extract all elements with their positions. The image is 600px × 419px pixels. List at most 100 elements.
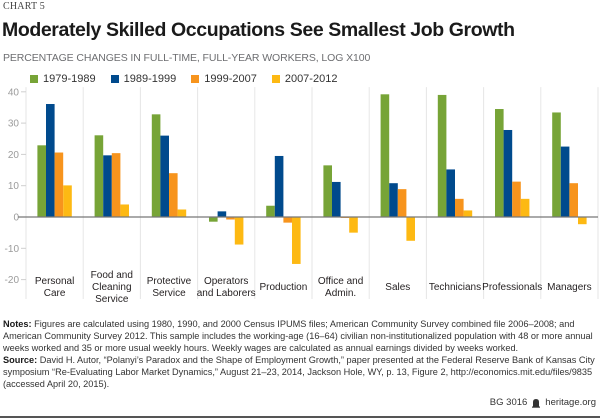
- notes: Notes: Figures are calculated using 1980…: [3, 318, 597, 354]
- y-tick-label: 10: [8, 181, 20, 192]
- bar-1999-2007: [512, 181, 521, 217]
- bar-1989-1999: [560, 146, 570, 217]
- bar-1999-2007: [397, 189, 407, 217]
- x-category-label-line: Professionals: [482, 282, 542, 293]
- x-category-label-line: Service: [95, 294, 129, 305]
- bar-1989-1999: [446, 169, 455, 217]
- notes-label: Notes:: [3, 319, 32, 329]
- x-category-label-line: Admin.: [325, 288, 356, 299]
- report-id: BG 3016: [489, 397, 528, 408]
- bar-2007-2012: [463, 210, 473, 217]
- bar-1999-2007: [455, 198, 464, 217]
- x-category-label-line: Managers: [547, 282, 591, 293]
- chart-title: Moderately Skilled Occupations See Small…: [2, 19, 515, 41]
- bar-1989-1999: [503, 129, 513, 217]
- x-category-label-line: Production: [259, 282, 307, 293]
- legend-item-1999-2007: 1999-2007: [191, 73, 257, 85]
- bar-1999-2007: [169, 173, 178, 217]
- x-category-label-line: Cleaning: [92, 282, 131, 293]
- bar-1979-1989: [266, 205, 275, 217]
- bar-1979-1989: [552, 112, 561, 217]
- x-category-label-line: Technicians: [429, 282, 481, 293]
- bar-1979-1989: [151, 114, 161, 217]
- bar-1989-1999: [389, 183, 398, 217]
- bar-2007-2012: [177, 209, 187, 217]
- bar-2007-2012: [120, 204, 129, 217]
- source-text: David H. Autor, “Polanyi’s Paradox and t…: [3, 355, 595, 389]
- bar-1979-1989: [94, 135, 104, 217]
- x-category-label-line: Sales: [385, 282, 410, 293]
- y-tick-label: 30: [8, 119, 20, 130]
- bar-2007-2012: [234, 217, 244, 245]
- chart-label: CHART 5: [3, 1, 46, 12]
- y-tick-label: 20: [8, 150, 20, 161]
- bar-1999-2007: [226, 217, 235, 220]
- bar-1999-2007: [569, 183, 578, 217]
- bar-1989-1999: [46, 104, 55, 217]
- bar-1979-1989: [323, 165, 332, 217]
- x-category-label: Sales: [385, 282, 410, 293]
- bar-1979-1989: [495, 109, 504, 217]
- x-category-label: Technicians: [429, 282, 481, 293]
- x-category-label: Professionals: [482, 282, 542, 293]
- bar-2007-2012: [349, 217, 358, 233]
- legend-item-1979-1989: 1979-1989: [30, 73, 96, 85]
- bar-1999-2007: [54, 152, 64, 217]
- bar-1989-1999: [103, 155, 112, 217]
- source: Source: David H. Autor, “Polanyi’s Parad…: [3, 354, 597, 390]
- bar-2007-2012: [292, 217, 301, 264]
- x-category-label-line: Office and: [318, 276, 363, 287]
- source-label: Source:: [3, 355, 38, 365]
- bar-2007-2012: [578, 217, 587, 225]
- legend-swatch: [30, 75, 38, 83]
- bar-2007-2012: [406, 217, 415, 241]
- bar-chart: 40 30 20 10 0 -10 -20 Personal Care Food and Clean…: [5, 87, 599, 305]
- x-category-label: Office and Admin.: [318, 276, 363, 299]
- x-category-label: Food and Cleaning Service: [91, 270, 133, 305]
- legend-label: 2007-2012: [284, 73, 338, 85]
- bar-2007-2012: [520, 198, 530, 217]
- bar-1979-1989: [37, 145, 46, 217]
- footer: BG 3016 heritage.org: [490, 397, 596, 408]
- bar-1979-1989: [209, 217, 218, 222]
- legend-label: 1999-2007: [204, 73, 257, 85]
- bottom-rule: [0, 416, 600, 418]
- legend-label: 1979-1989: [43, 73, 96, 85]
- legend-item-2007-2012: 2007-2012: [271, 73, 338, 85]
- bar-1979-1989: [380, 94, 390, 217]
- x-category-label: Protective Service: [147, 276, 192, 299]
- x-category-label: Operators and Laborers: [197, 276, 256, 299]
- bar-1989-1999: [160, 135, 169, 217]
- x-category-label: Managers: [547, 282, 591, 293]
- notes-text: Figures are calculated using 1980, 1990,…: [3, 319, 593, 353]
- liberty-bell-icon: [532, 398, 541, 408]
- legend-swatch: [110, 75, 119, 83]
- x-category-label-line: Care: [44, 288, 66, 299]
- x-category-label: Personal Care: [35, 276, 74, 299]
- bar-1989-1999: [332, 181, 341, 217]
- y-tick-label: -20: [5, 275, 20, 286]
- bar-1979-1989: [437, 94, 447, 217]
- legend-swatch: [271, 75, 280, 83]
- y-tick-label: 40: [8, 87, 20, 98]
- x-category-label: Production: [259, 282, 307, 293]
- bar-1999-2007: [283, 217, 292, 223]
- x-category-label-line: Food and: [91, 270, 133, 281]
- x-category-label-line: Personal: [35, 276, 74, 287]
- x-category-label-line: Service: [152, 288, 186, 299]
- bar-1989-1999: [217, 211, 227, 217]
- legend-item-1989-1999: 1989-1999: [110, 73, 177, 85]
- y-tick-label: -10: [5, 244, 20, 255]
- bar-1999-2007: [111, 153, 121, 217]
- legend-label: 1989-1999: [123, 73, 177, 85]
- site-name: heritage.org: [545, 397, 596, 408]
- legend: 1979-1989 1989-1999 1999-2007 2007-2012: [30, 73, 337, 85]
- bar-1989-1999: [274, 155, 284, 217]
- bar-2007-2012: [63, 185, 72, 217]
- x-category-label-line: Protective: [147, 276, 192, 287]
- y-tick-label: 0: [13, 213, 19, 224]
- x-category-label-line: Operators: [204, 276, 248, 287]
- notes-block: Notes: Figures are calculated using 1980…: [3, 318, 597, 390]
- x-category-label-line: and Laborers: [197, 288, 256, 299]
- legend-swatch: [191, 75, 200, 83]
